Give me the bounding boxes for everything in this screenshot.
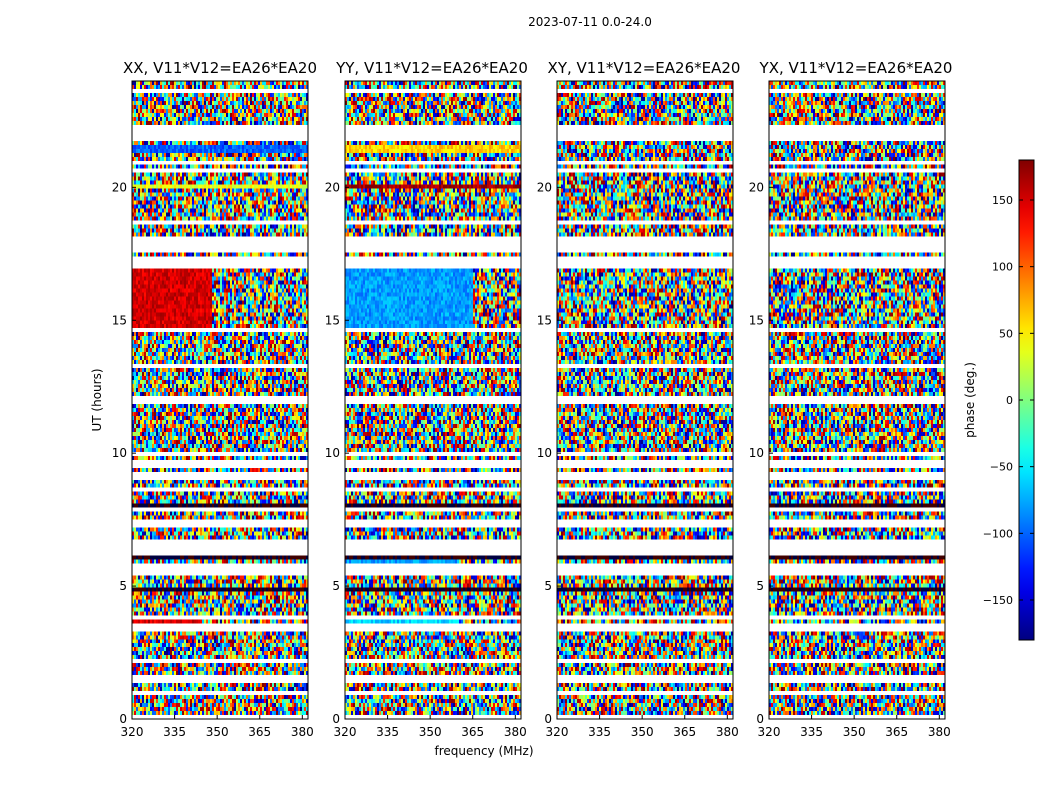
- x-tick-label: 365: [885, 725, 908, 739]
- panel-title-xx: XX, V11*V12=EA26*EA20: [123, 59, 317, 77]
- y-tick-label: 5: [332, 579, 340, 593]
- panel-title-xy: XY, V11*V12=EA26*EA20: [548, 59, 741, 77]
- y-tick-label: 20: [537, 180, 552, 194]
- x-tick-label: 380: [504, 725, 527, 739]
- y-tick-label: 10: [749, 446, 764, 460]
- panel-yx: YX, V11*V12=EA26*EA20 320 335 350 365 380 0 5 1…: [749, 59, 953, 739]
- x-tick-label: 320: [121, 725, 144, 739]
- panel-frame: [131, 80, 309, 720]
- y-tick-label: 5: [544, 579, 552, 593]
- panel-frame: [768, 80, 946, 720]
- colorbar-tick-label: 100: [992, 261, 1013, 274]
- colorbar-tick-label: 50: [999, 327, 1013, 340]
- x-tick-label: 335: [376, 725, 399, 739]
- panel-title-yy: YY, V11*V12=EA26*EA20: [335, 59, 528, 77]
- colorbar-tick-label: 150: [992, 194, 1013, 207]
- y-tick-label: 5: [119, 579, 127, 593]
- x-tick-label: 335: [163, 725, 186, 739]
- x-tick-label: 350: [206, 725, 229, 739]
- panel-xy: XY, V11*V12=EA26*EA20 320 335 350 365 380 0 5 1…: [537, 59, 741, 739]
- y-tick-label: 0: [756, 712, 764, 726]
- phase-heatmap: [345, 81, 521, 719]
- x-tick-label: 335: [800, 725, 823, 739]
- phase-heatmap: [769, 81, 945, 719]
- y-tick-label: 5: [756, 579, 764, 593]
- colorbar-label: phase (deg.): [963, 362, 977, 438]
- y-tick-label: 0: [119, 712, 127, 726]
- y-tick-label: 10: [325, 446, 340, 460]
- panel-frame: [556, 80, 734, 720]
- y-tick-label: 15: [112, 313, 127, 327]
- x-tick-label: 380: [291, 725, 314, 739]
- x-tick-label: 350: [843, 725, 866, 739]
- y-axis-label: UT (hours): [90, 368, 104, 431]
- y-tick-label: 20: [112, 180, 127, 194]
- colorbar-tick-label: 0: [1006, 394, 1013, 407]
- x-tick-label: 320: [758, 725, 781, 739]
- panel-xx: XX, V11*V12=EA26*EA20 320 335 350 365 380 0 5 1…: [112, 59, 317, 739]
- y-tick-label: 0: [544, 712, 552, 726]
- x-tick-label: 350: [631, 725, 654, 739]
- y-tick-label: 0: [332, 712, 340, 726]
- x-tick-label: 365: [248, 725, 271, 739]
- colorbar: phase (deg.) 150 100 50 0 −50 −100 −150: [963, 159, 1035, 641]
- x-tick-label: 380: [928, 725, 951, 739]
- y-tick-label: 20: [325, 180, 340, 194]
- y-tick-label: 10: [112, 446, 127, 460]
- colorbar-tick-label: −50: [990, 461, 1013, 474]
- colorbar-tick-label: −150: [983, 594, 1013, 607]
- y-tick-label: 15: [325, 313, 340, 327]
- y-tick-label: 15: [749, 313, 764, 327]
- panel-title-yx: YX, V11*V12=EA26*EA20: [759, 59, 953, 77]
- phase-heatmap: [132, 81, 308, 719]
- x-tick-label: 320: [334, 725, 357, 739]
- x-tick-label: 350: [419, 725, 442, 739]
- panel-yy: YY, V11*V12=EA26*EA20 320 335 350 365 380 0 5 1…: [325, 59, 528, 739]
- figure-title: 2023-07-11 0.0-24.0: [528, 15, 652, 29]
- x-tick-label: 320: [546, 725, 569, 739]
- x-tick-label: 365: [673, 725, 696, 739]
- phase-heatmap: [557, 81, 733, 719]
- y-tick-label: 15: [537, 313, 552, 327]
- y-tick-label: 10: [537, 446, 552, 460]
- x-axis-label: frequency (MHz): [434, 744, 533, 758]
- colorbar-tick-label: −100: [983, 527, 1013, 540]
- y-tick-label: 20: [749, 180, 764, 194]
- x-tick-label: 380: [716, 725, 739, 739]
- x-tick-label: 365: [461, 725, 484, 739]
- x-tick-label: 335: [588, 725, 611, 739]
- panel-frame: [344, 80, 522, 720]
